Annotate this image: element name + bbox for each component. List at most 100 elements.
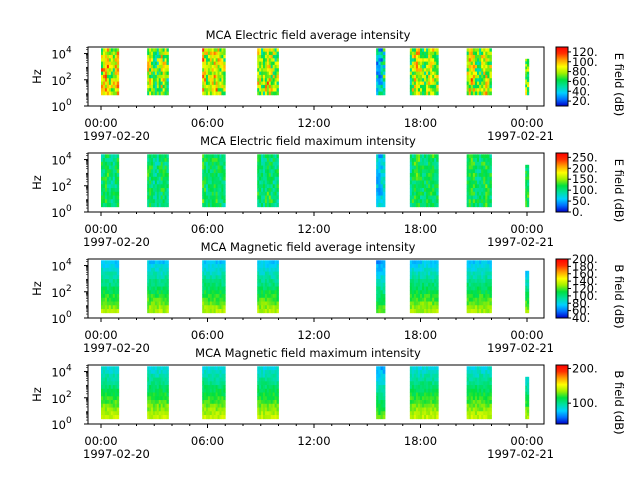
spectrogram-cell bbox=[474, 388, 478, 393]
spectrogram-cell bbox=[202, 305, 205, 310]
spectrogram-cell bbox=[219, 297, 222, 302]
spectrogram-cell bbox=[101, 294, 104, 299]
spectrogram-cell bbox=[409, 184, 413, 189]
spectrogram-cell bbox=[430, 388, 433, 393]
interval-block bbox=[147, 260, 169, 314]
colorbar-tick-label: 100. bbox=[572, 55, 598, 69]
spectrogram-cell bbox=[207, 188, 211, 193]
spectrogram-cell bbox=[108, 195, 112, 200]
spectrogram-cell bbox=[213, 184, 217, 189]
spectrogram-cell bbox=[147, 191, 150, 196]
spectrogram-cell bbox=[207, 78, 211, 82]
spectrogram-cell bbox=[527, 89, 530, 93]
spectrogram-cell bbox=[413, 366, 417, 371]
spectrogram-cell bbox=[477, 84, 480, 89]
spectrogram-cell bbox=[413, 61, 417, 66]
spectrogram-cell bbox=[116, 267, 120, 272]
spectrogram-cell bbox=[270, 54, 274, 59]
spectrogram-cell bbox=[151, 173, 154, 178]
spectrogram-cell bbox=[213, 264, 217, 269]
spectrogram-cell bbox=[272, 188, 276, 193]
spectrogram-cell bbox=[428, 392, 431, 397]
spectrogram-cell bbox=[466, 286, 470, 291]
spectrogram-cell bbox=[426, 81, 429, 86]
spectrogram-cell bbox=[479, 81, 482, 86]
spectrogram-cell bbox=[413, 195, 417, 200]
spectrogram-cell bbox=[166, 51, 169, 56]
spectrogram-cell bbox=[472, 403, 476, 408]
spectrogram-cell bbox=[102, 385, 106, 390]
spectrogram-cell bbox=[525, 176, 528, 181]
spectrogram-cell bbox=[209, 74, 213, 79]
spectrogram-cell bbox=[432, 74, 435, 79]
spectrogram-cell bbox=[104, 286, 108, 291]
spectrogram-cell bbox=[468, 377, 472, 382]
spectrogram-cell bbox=[470, 88, 474, 92]
spectrogram-cell bbox=[422, 385, 425, 390]
spectrogram-cell bbox=[525, 276, 528, 281]
spectrogram-cell bbox=[424, 78, 427, 82]
spectrogram-cell bbox=[259, 403, 262, 408]
spectrogram-cell bbox=[466, 305, 470, 310]
spectrogram-cell bbox=[489, 54, 492, 59]
spectrogram-cell bbox=[270, 400, 274, 405]
spectrogram-cell bbox=[378, 191, 381, 196]
spectrogram-cell bbox=[436, 381, 439, 386]
spectrogram-cell bbox=[257, 400, 260, 405]
spectrogram-cell bbox=[158, 415, 162, 420]
spectrogram-cell bbox=[147, 290, 150, 295]
spectrogram-cell bbox=[266, 279, 270, 284]
spectrogram-cell bbox=[525, 92, 528, 96]
spectrogram-cell bbox=[378, 286, 381, 291]
spectrogram-cell bbox=[466, 396, 470, 401]
spectrogram-cell bbox=[116, 407, 120, 412]
spectrogram-cell bbox=[274, 366, 277, 371]
colorbar-tick-label: 200. bbox=[572, 252, 598, 266]
spectrogram-cell bbox=[409, 388, 413, 393]
spectrogram-cell bbox=[219, 161, 222, 166]
spectrogram-cell bbox=[221, 403, 224, 408]
spectrogram-cell bbox=[147, 309, 150, 314]
spectrogram-cell bbox=[266, 271, 270, 276]
spectrogram-cell bbox=[270, 84, 274, 89]
spectrogram-cell bbox=[263, 396, 266, 401]
spectrogram-cell bbox=[466, 74, 470, 79]
spectrogram-cell bbox=[108, 74, 112, 79]
spectrogram-cell bbox=[276, 88, 279, 92]
spectrogram-cell bbox=[207, 260, 211, 265]
spectrogram-cell bbox=[466, 370, 470, 375]
spectrogram-cell bbox=[382, 78, 386, 82]
spectrogram-cell bbox=[422, 373, 425, 378]
spectrogram-cell bbox=[268, 176, 272, 181]
spectrogram-cell bbox=[378, 290, 381, 295]
spectrogram-cell bbox=[154, 188, 158, 193]
spectrogram-cell bbox=[436, 176, 439, 181]
spectrogram-cell bbox=[274, 282, 277, 287]
spectrogram-cell bbox=[430, 64, 433, 69]
spectrogram-cell bbox=[474, 84, 478, 89]
spectrogram-cell bbox=[436, 396, 439, 401]
spectrogram-cell bbox=[409, 271, 413, 276]
spectrogram-cell bbox=[160, 366, 164, 371]
spectrogram-cell bbox=[413, 297, 417, 302]
spectrogram-cell bbox=[481, 61, 484, 66]
spectrogram-cell bbox=[147, 264, 150, 269]
spectrogram-cell bbox=[221, 199, 224, 204]
spectrogram-cell bbox=[272, 74, 276, 79]
spectrogram-cell bbox=[147, 88, 150, 92]
spectrogram-cell bbox=[259, 267, 262, 272]
spectrogram-cell bbox=[276, 392, 279, 397]
spectrogram-cell bbox=[154, 173, 158, 178]
colorbar-tick-label: 100. bbox=[572, 289, 598, 303]
spectrogram-cell bbox=[483, 51, 486, 56]
spectrogram-cell bbox=[525, 81, 528, 85]
date-start-label: 1997-02-20 bbox=[83, 447, 150, 461]
spectrogram-cell bbox=[160, 195, 164, 200]
spectrogram-cell bbox=[206, 195, 209, 200]
spectrogram-cell bbox=[489, 195, 492, 200]
spectrogram-cell bbox=[147, 78, 150, 82]
spectrogram-cell bbox=[434, 294, 437, 299]
spectrogram-cell bbox=[204, 260, 207, 265]
spectrogram-cell bbox=[268, 78, 272, 82]
spectrogram-cell bbox=[378, 392, 381, 397]
